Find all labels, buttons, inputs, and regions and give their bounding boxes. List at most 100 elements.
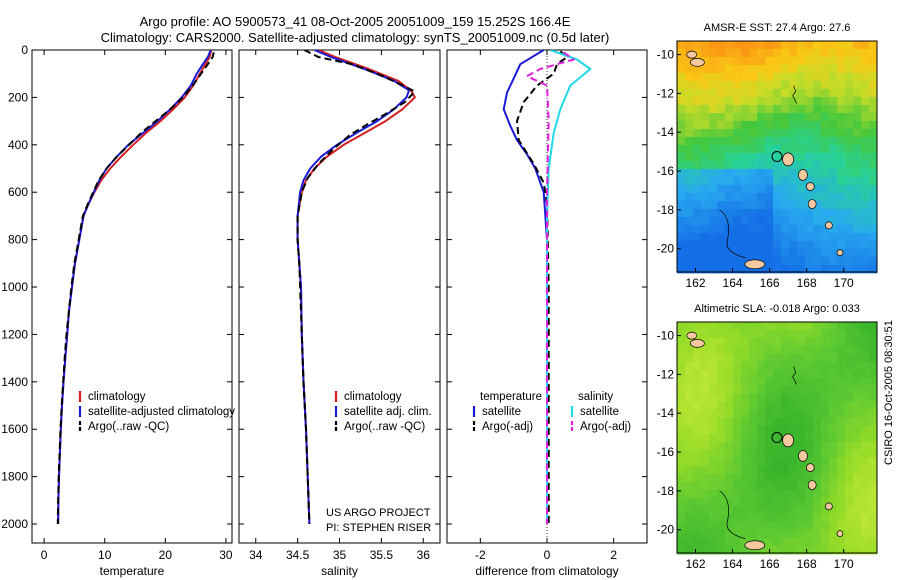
map-cell xyxy=(821,418,830,427)
map-cell xyxy=(709,386,718,395)
map-cell xyxy=(709,410,718,419)
island xyxy=(690,58,705,67)
map-cell xyxy=(749,514,758,523)
map-cell xyxy=(805,65,814,74)
map-cell xyxy=(693,474,702,483)
map-cell xyxy=(709,514,718,523)
map-cell xyxy=(757,161,766,170)
island xyxy=(825,502,833,511)
map-cell xyxy=(741,450,750,459)
map-cell xyxy=(805,530,814,539)
map-cell xyxy=(709,346,718,355)
map-cell xyxy=(709,233,718,242)
map-cell xyxy=(813,514,822,523)
map-cell xyxy=(693,201,702,210)
map-cell xyxy=(829,49,838,58)
map-cell xyxy=(789,41,798,50)
map-cell xyxy=(869,241,878,250)
map-cell xyxy=(845,426,854,435)
map-cell xyxy=(693,434,702,443)
map-cell xyxy=(829,386,838,395)
map-cell xyxy=(733,209,742,218)
map-cell xyxy=(773,121,782,130)
map-cell xyxy=(821,466,830,475)
map-cell xyxy=(789,137,798,146)
map-cell xyxy=(701,161,710,170)
map-cell xyxy=(861,209,870,218)
map-cell xyxy=(837,233,846,242)
map-cell xyxy=(773,378,782,387)
map-cell xyxy=(845,354,854,363)
map-x-tick-label: 170 xyxy=(834,276,854,290)
map-cell xyxy=(757,265,766,274)
map-y-tick-label: -14 xyxy=(657,125,675,139)
map-cell xyxy=(797,466,806,475)
map-cell xyxy=(677,522,686,531)
map-cell xyxy=(765,113,774,122)
map-cell xyxy=(821,249,830,258)
map-cell xyxy=(749,233,758,242)
map-cell xyxy=(797,201,806,210)
map-cell xyxy=(685,466,694,475)
map-cell xyxy=(837,474,846,483)
map-cell xyxy=(805,394,814,403)
map-cell xyxy=(797,257,806,266)
map-cell xyxy=(869,378,878,387)
map-cell xyxy=(693,498,702,507)
map-cell xyxy=(733,145,742,154)
map-cell xyxy=(821,65,830,74)
map-cell xyxy=(869,73,878,82)
map-cell xyxy=(829,233,838,242)
map-cell xyxy=(677,249,686,258)
map-cell xyxy=(813,538,822,547)
series-group xyxy=(502,50,592,524)
temperature-panel: 0 10 20 30020040060080010001200140016001800… xyxy=(1,43,235,578)
map-cell xyxy=(805,514,814,523)
map-cell xyxy=(773,65,782,74)
map-cell xyxy=(693,185,702,194)
map-cell xyxy=(709,474,718,483)
map-cell xyxy=(733,474,742,483)
map-cell xyxy=(677,482,686,491)
map-cell xyxy=(773,49,782,58)
map-cell xyxy=(829,97,838,106)
map-cell xyxy=(805,233,814,242)
map-cell xyxy=(733,330,742,339)
map-raster xyxy=(677,322,878,555)
map-cell xyxy=(693,241,702,250)
map-cell xyxy=(709,450,718,459)
map-cell xyxy=(845,161,854,170)
map-cell xyxy=(765,257,774,266)
map-cell xyxy=(853,57,862,66)
map-cell xyxy=(733,41,742,50)
map-cell xyxy=(805,338,814,347)
map-cell xyxy=(813,418,822,427)
map-cell xyxy=(757,490,766,499)
map-cell xyxy=(781,386,790,395)
map-cell xyxy=(805,386,814,395)
map-cell xyxy=(845,482,854,491)
map-cell xyxy=(725,185,734,194)
map-cell xyxy=(749,121,758,130)
map-cell xyxy=(829,249,838,258)
map-cell xyxy=(829,129,838,138)
map-cell xyxy=(781,225,790,234)
map-cell xyxy=(701,225,710,234)
map-raster xyxy=(677,41,878,274)
map-cell xyxy=(733,346,742,355)
map-cell xyxy=(773,145,782,154)
map-cell xyxy=(797,458,806,467)
map-cell xyxy=(797,490,806,499)
map-cell xyxy=(869,129,878,138)
map-cell xyxy=(709,105,718,114)
map-cell xyxy=(765,129,774,138)
map-cell xyxy=(677,185,686,194)
map-cell xyxy=(853,89,862,98)
map-cell xyxy=(789,514,798,523)
map-cell xyxy=(749,506,758,515)
map-cell xyxy=(853,442,862,451)
map-cell xyxy=(837,137,846,146)
map-cell xyxy=(733,522,742,531)
map-cell xyxy=(853,177,862,186)
map-cell xyxy=(741,386,750,395)
